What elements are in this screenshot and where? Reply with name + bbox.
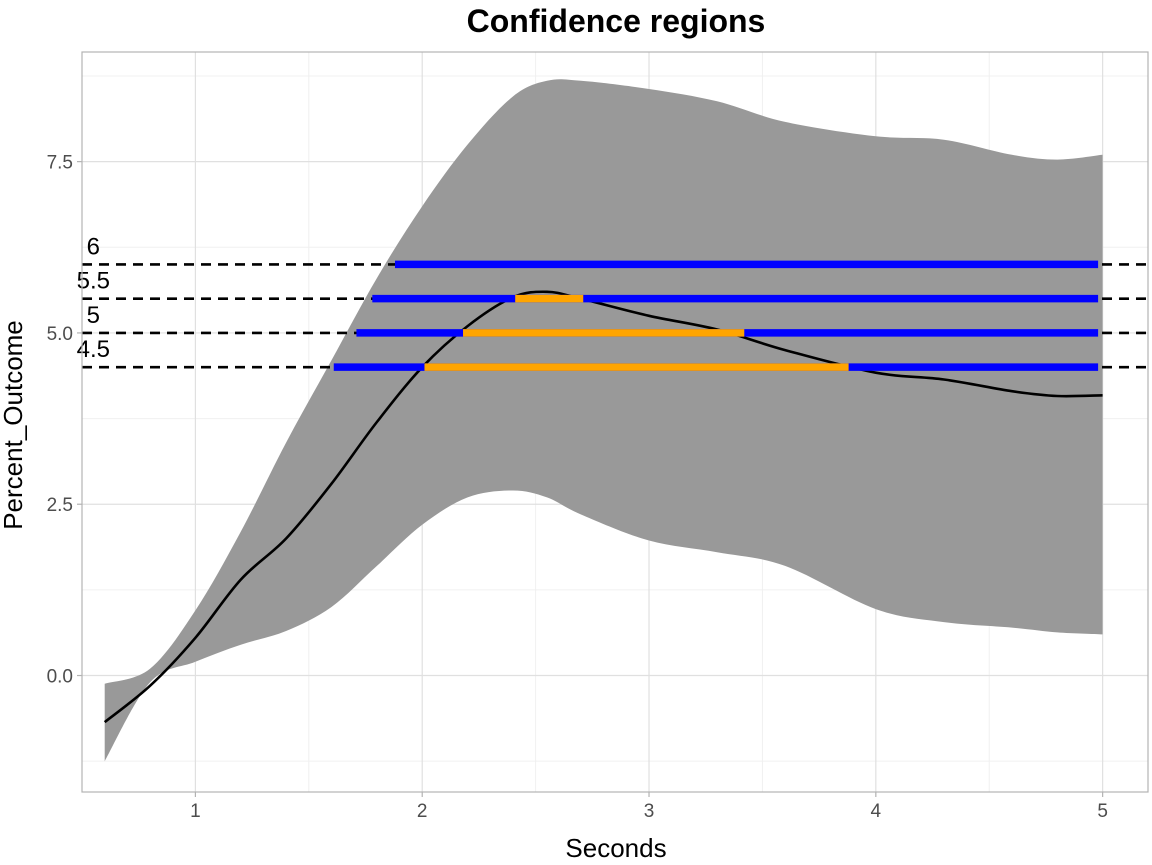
x-tick-label: 1 <box>190 801 201 822</box>
reference-lines-layer: 65.554.5 <box>77 233 1148 371</box>
y-tick-label: 5.0 <box>47 324 73 345</box>
y-tick-label: 2.5 <box>47 495 73 516</box>
confidence-band <box>104 79 1103 762</box>
x-tick-label: 2 <box>417 801 428 822</box>
x-tick-label: 5 <box>1097 801 1108 822</box>
plot-panel: 65.554.5 <box>77 51 1149 793</box>
panel-border <box>81 51 1149 793</box>
chart-title: Confidence regions <box>467 3 766 39</box>
y-axis-label: Percent_Outcome <box>0 320 28 530</box>
x-tick-label: 4 <box>871 801 882 822</box>
reference-line-label: 6 <box>87 233 100 260</box>
reference-line-label: 5 <box>87 302 100 329</box>
y-tick-label: 0.0 <box>47 667 73 688</box>
x-tick-label: 3 <box>644 801 655 822</box>
confidence-band-layer <box>104 79 1103 762</box>
smooth-curve-layer <box>103 290 1103 724</box>
x-axis: 1 2 3 4 5 <box>190 792 1108 822</box>
smooth-curve <box>103 290 1103 724</box>
y-axis: 0.0 2.5 5.0 7.5 <box>47 153 82 688</box>
y-tick-label: 7.5 <box>47 153 73 174</box>
x-axis-label: Seconds <box>565 833 666 863</box>
